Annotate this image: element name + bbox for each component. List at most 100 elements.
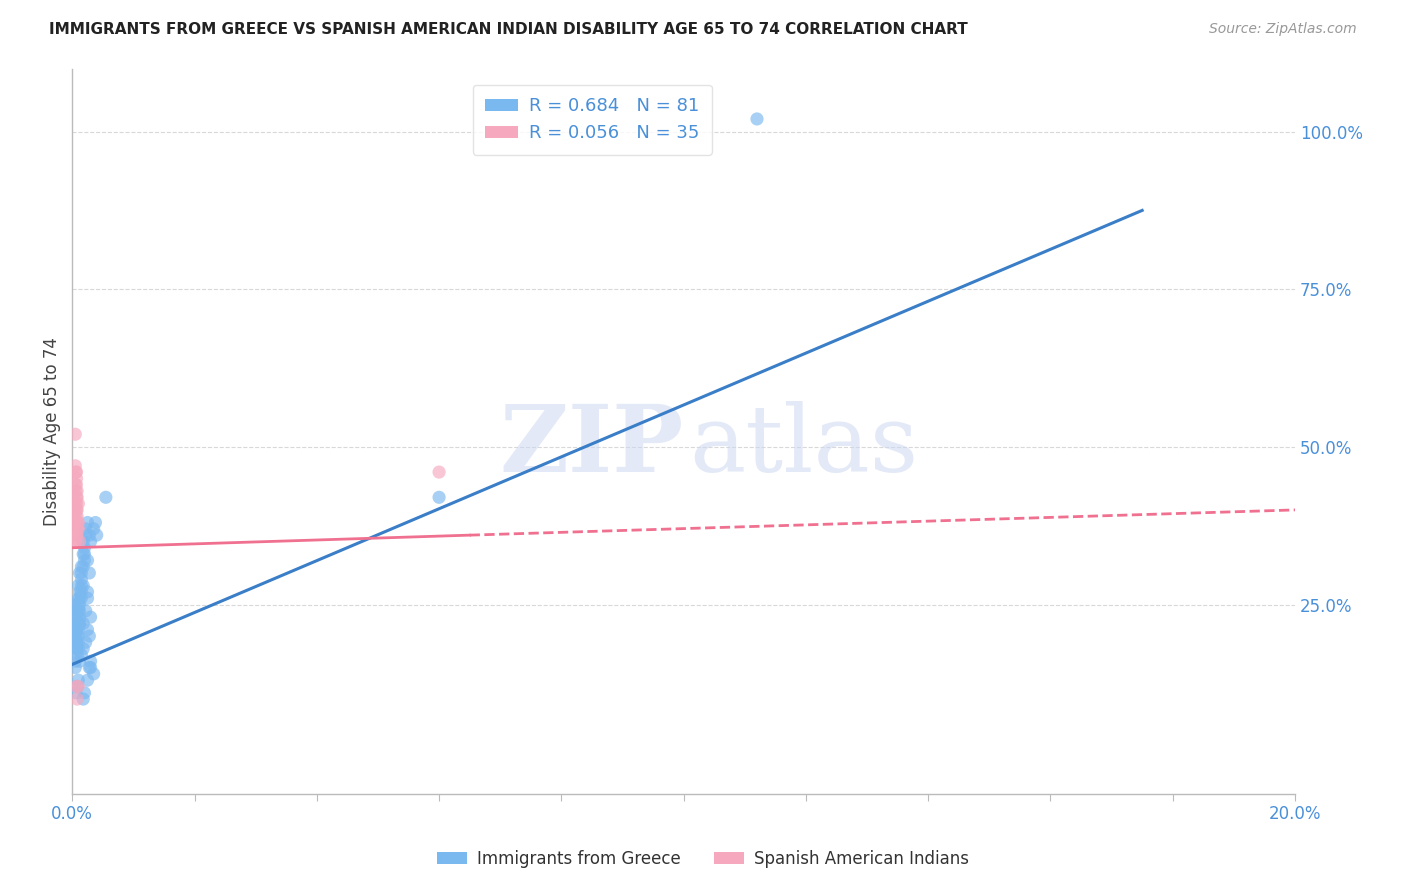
- Point: [79, 528, 101, 542]
- Text: Source: ZipAtlas.com: Source: ZipAtlas.com: [1209, 22, 1357, 37]
- Point: [79, 660, 101, 674]
- Point: [67, 635, 90, 649]
- Point: [73, 541, 96, 555]
- Point: [66, 680, 89, 694]
- Point: [84, 516, 107, 530]
- Point: [69, 598, 91, 612]
- Point: [72, 534, 94, 549]
- Point: [65, 660, 87, 674]
- Point: [65, 598, 87, 612]
- Point: [79, 566, 101, 580]
- Point: [65, 497, 87, 511]
- Point: [72, 559, 94, 574]
- Point: [72, 616, 94, 631]
- Point: [69, 616, 91, 631]
- Point: [65, 534, 87, 549]
- Point: [65, 629, 87, 643]
- Point: [67, 680, 90, 694]
- Point: [65, 641, 87, 656]
- Point: [65, 610, 87, 624]
- Point: [66, 503, 89, 517]
- Point: [65, 465, 87, 479]
- Point: [65, 477, 87, 491]
- Point: [65, 629, 87, 643]
- Point: [427, 491, 450, 505]
- Point: [66, 610, 89, 624]
- Point: [65, 641, 87, 656]
- Point: [76, 516, 98, 530]
- Point: [65, 503, 87, 517]
- Point: [65, 497, 87, 511]
- Point: [83, 522, 105, 536]
- Point: [67, 641, 90, 656]
- Point: [65, 509, 87, 524]
- Point: [65, 528, 87, 542]
- Point: [66, 522, 89, 536]
- Point: [70, 578, 93, 592]
- Point: [67, 598, 90, 612]
- Point: [69, 534, 91, 549]
- Point: [76, 673, 98, 688]
- Point: [67, 591, 90, 606]
- Point: [65, 503, 87, 517]
- Legend: Immigrants from Greece, Spanish American Indians: Immigrants from Greece, Spanish American…: [430, 844, 976, 875]
- Point: [67, 616, 90, 631]
- Point: [76, 591, 98, 606]
- Point: [70, 559, 93, 574]
- Point: [70, 648, 93, 662]
- Point: [69, 654, 91, 668]
- Point: [72, 547, 94, 561]
- Point: [745, 112, 768, 126]
- Point: [79, 660, 101, 674]
- Point: [65, 635, 87, 649]
- Text: atlas: atlas: [690, 401, 920, 491]
- Point: [70, 585, 93, 599]
- Point: [86, 528, 108, 542]
- Point: [66, 616, 89, 631]
- Point: [65, 635, 87, 649]
- Point: [76, 553, 98, 567]
- Point: [67, 673, 90, 688]
- Point: [73, 686, 96, 700]
- Point: [66, 692, 89, 706]
- Point: [66, 604, 89, 618]
- Point: [65, 465, 87, 479]
- Text: ZIP: ZIP: [499, 401, 683, 491]
- Point: [76, 585, 98, 599]
- Point: [65, 477, 87, 491]
- Point: [75, 522, 97, 536]
- Point: [72, 692, 94, 706]
- Point: [75, 528, 97, 542]
- Point: [79, 534, 101, 549]
- Point: [65, 616, 87, 631]
- Point: [66, 509, 89, 524]
- Point: [83, 666, 105, 681]
- Point: [69, 610, 91, 624]
- Point: [75, 635, 97, 649]
- Point: [65, 680, 87, 694]
- Point: [94, 491, 117, 505]
- Point: [67, 522, 90, 536]
- Point: [66, 528, 89, 542]
- Point: [72, 641, 94, 656]
- Point: [66, 483, 89, 498]
- Point: [65, 427, 87, 442]
- Point: [65, 458, 87, 473]
- Text: IMMIGRANTS FROM GREECE VS SPANISH AMERICAN INDIAN DISABILITY AGE 65 TO 74 CORREL: IMMIGRANTS FROM GREECE VS SPANISH AMERIC…: [49, 22, 967, 37]
- Point: [65, 483, 87, 498]
- Legend: R = 0.684   N = 81, R = 0.056   N = 35: R = 0.684 N = 81, R = 0.056 N = 35: [472, 85, 711, 155]
- Point: [70, 572, 93, 586]
- Point: [70, 591, 93, 606]
- Point: [79, 610, 101, 624]
- Point: [65, 471, 87, 485]
- Point: [67, 516, 90, 530]
- Point: [73, 547, 96, 561]
- Point: [65, 516, 87, 530]
- Point: [67, 497, 90, 511]
- Point: [66, 648, 89, 662]
- Point: [69, 591, 91, 606]
- Point: [67, 623, 90, 637]
- Point: [65, 491, 87, 505]
- Point: [65, 528, 87, 542]
- Point: [67, 629, 90, 643]
